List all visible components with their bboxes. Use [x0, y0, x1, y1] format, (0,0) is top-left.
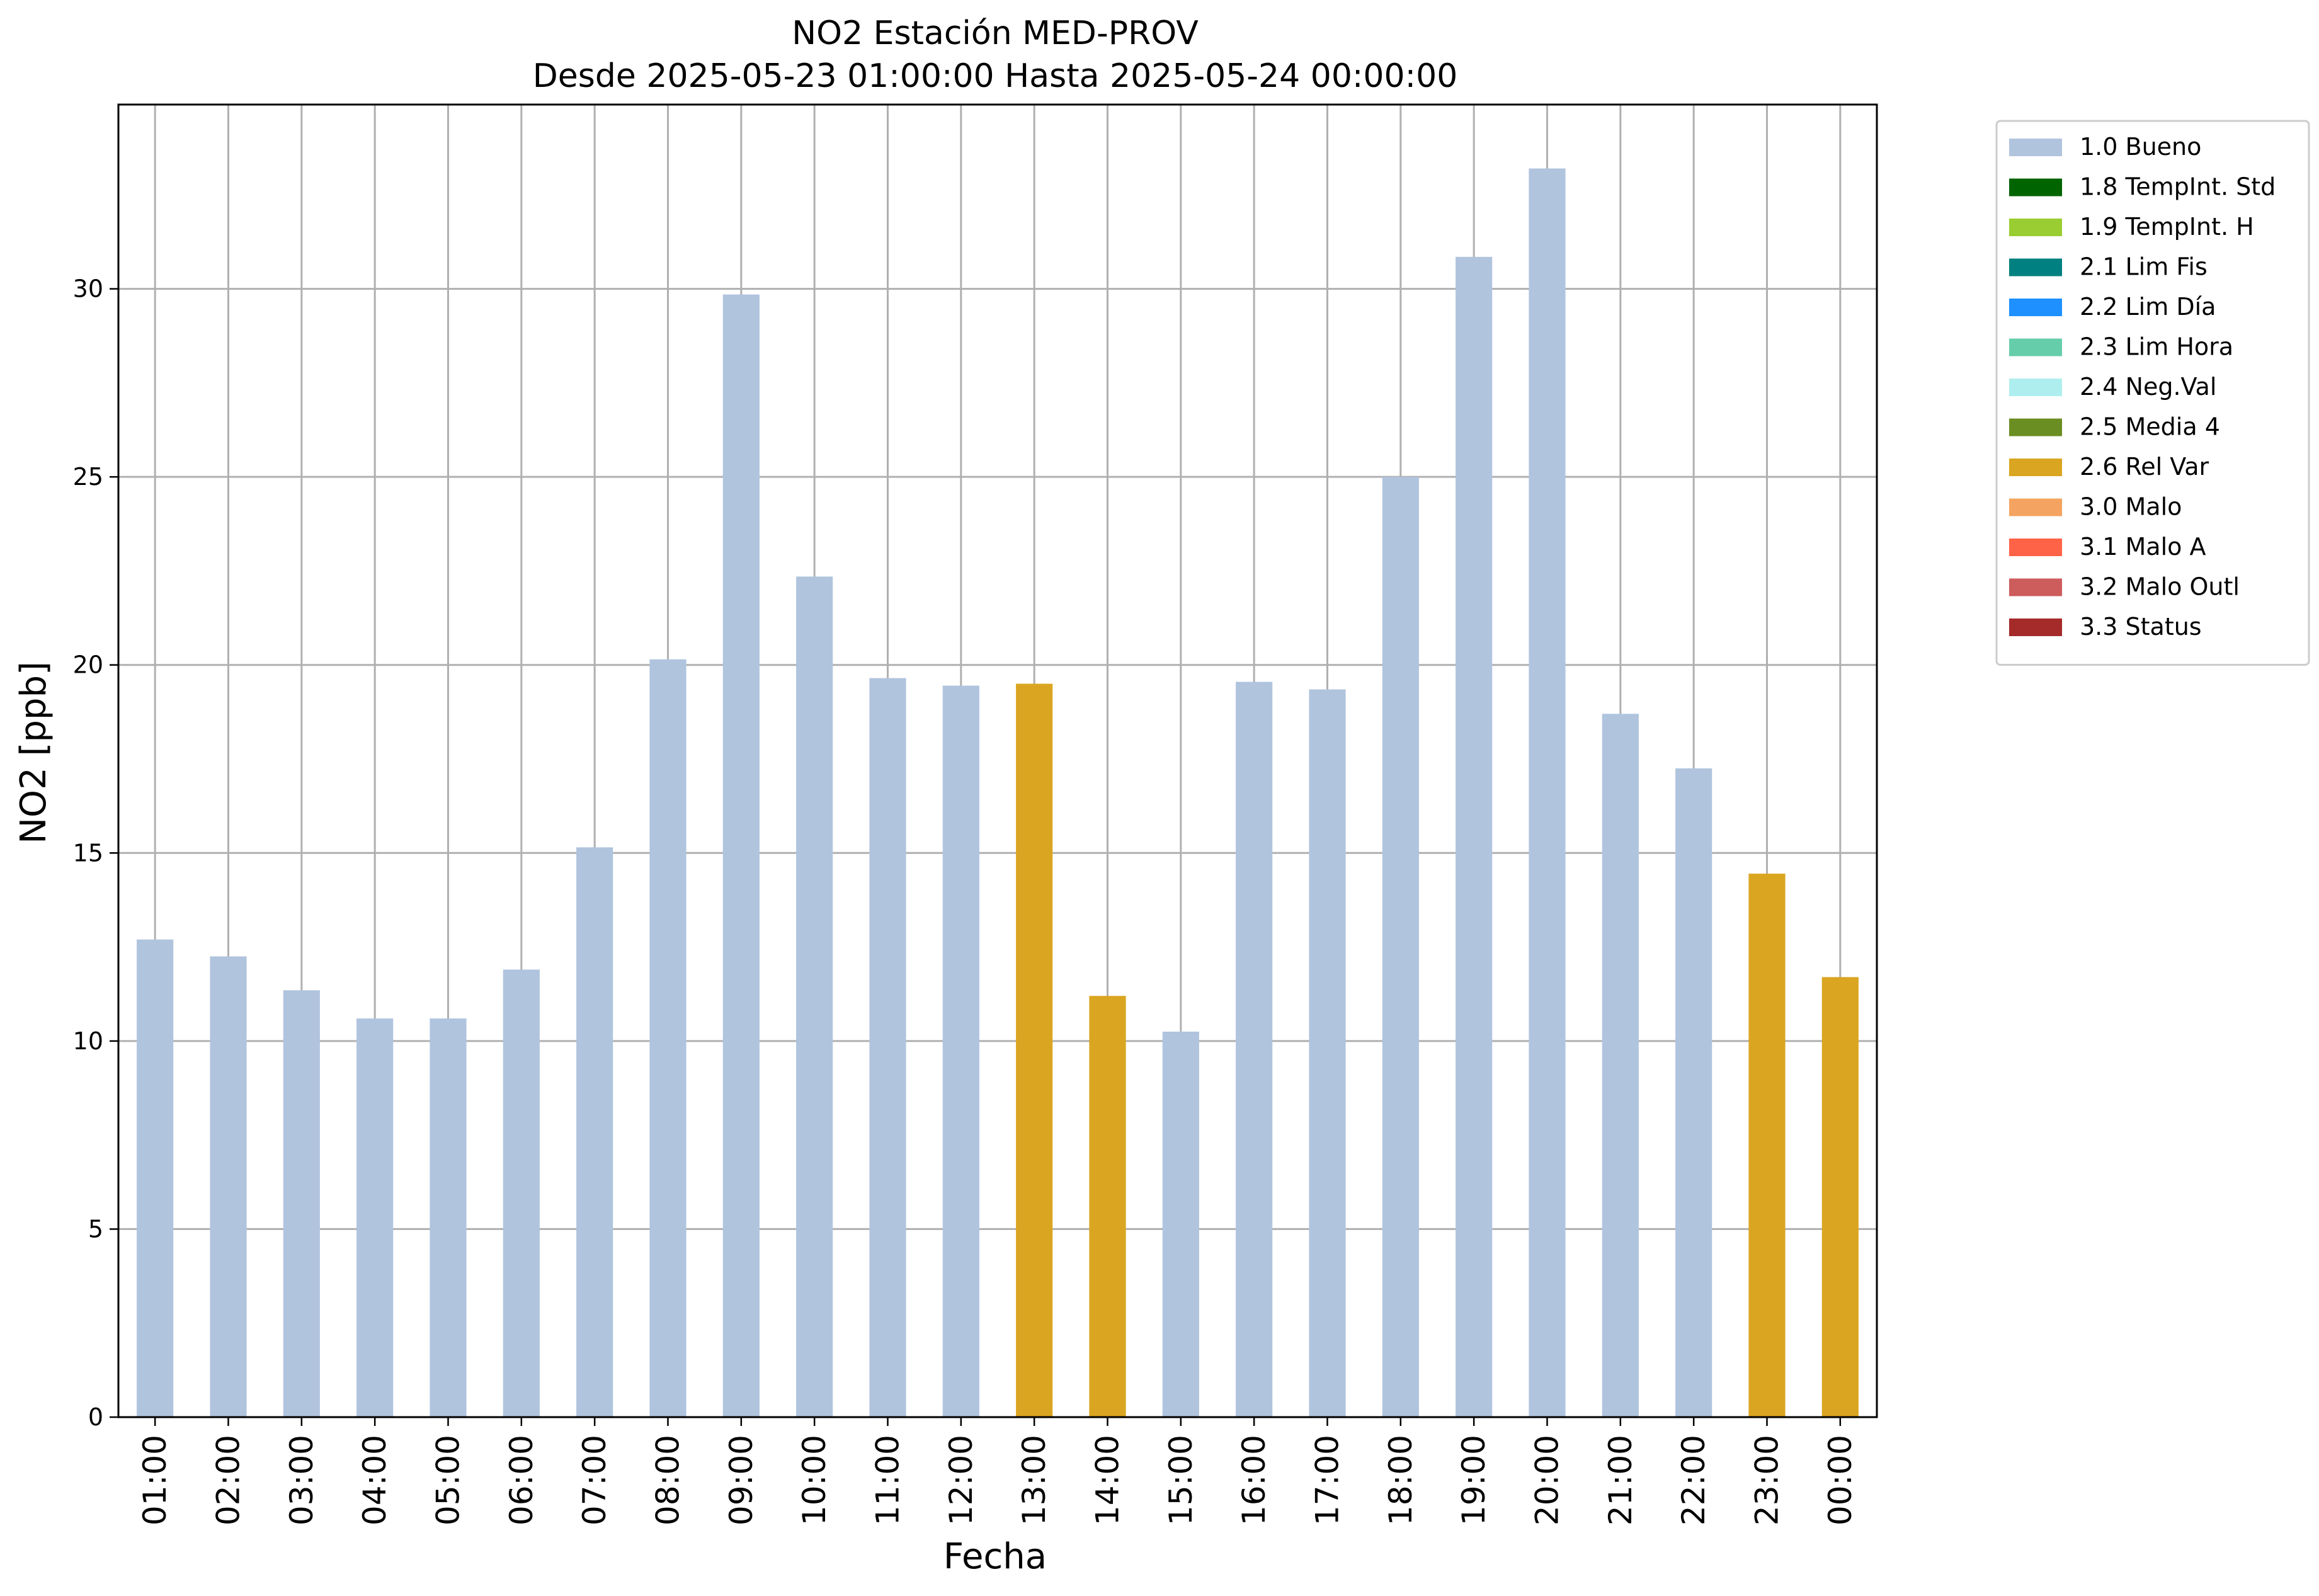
- x-axis-label: Fecha: [943, 1536, 1047, 1577]
- legend-entry: 1.8 TempInt. Std: [2080, 173, 2276, 201]
- bar-0900: [722, 294, 760, 1418]
- bar-1600: [1236, 681, 1273, 1417]
- legend-entry: 1.9 TempInt. H: [2080, 213, 2254, 241]
- legend-swatch: [2009, 379, 2062, 396]
- x-tick-label: 02:00: [210, 1435, 247, 1525]
- legend-entry: 3.3 Status: [2080, 613, 2202, 641]
- x-axis: 01:00 02:00 03:00 04:00 05:00 06:00 07:00 08:00…: [137, 1417, 1859, 1525]
- x-tick-label: 23:00: [1749, 1435, 1786, 1525]
- legend-swatch: [2009, 418, 2062, 436]
- x-tick-label: 21:00: [1602, 1435, 1639, 1525]
- bar-0500: [430, 1018, 467, 1417]
- x-tick-label: 08:00: [650, 1435, 687, 1525]
- chart-subtitle: Desde 2025-05-23 01:00:00 Hasta 2025-05-…: [533, 57, 1458, 95]
- legend-entry: 2.2 Lim Día: [2080, 293, 2216, 321]
- y-axis: 0 5 10 15 20 25 30: [73, 275, 118, 1431]
- x-tick-label: 09:00: [723, 1435, 760, 1525]
- y-axis-label: NO2 [ppb]: [13, 661, 54, 844]
- legend-entry: 2.5 Media 4: [2080, 413, 2220, 441]
- legend-entry: 2.4 Neg.Val: [2080, 373, 2216, 401]
- x-tick-label: 19:00: [1456, 1435, 1492, 1525]
- legend-entry: 3.0 Malo: [2080, 493, 2182, 521]
- y-tick-label: 5: [88, 1215, 103, 1243]
- bar-1400: [1089, 996, 1126, 1417]
- x-tick-label: 22:00: [1675, 1435, 1712, 1525]
- legend-entry: 2.3 Lim Hora: [2080, 333, 2233, 361]
- y-tick-label: 25: [73, 463, 103, 491]
- bar-2200: [1675, 768, 1712, 1417]
- bar-0600: [503, 969, 540, 1417]
- legend-swatch: [2009, 498, 2062, 516]
- x-tick-label: 18:00: [1382, 1435, 1419, 1525]
- bar-0200: [210, 956, 247, 1417]
- legend-swatch: [2009, 338, 2062, 356]
- x-tick-label: 14:00: [1090, 1435, 1126, 1525]
- x-tick-label: 12:00: [943, 1435, 979, 1525]
- legend-entry: 2.1 Lim Fis: [2080, 253, 2208, 281]
- bar-1500: [1162, 1031, 1199, 1417]
- legend-swatch: [2009, 139, 2062, 156]
- x-tick-label: 10:00: [796, 1435, 833, 1525]
- y-tick-label: 10: [73, 1027, 103, 1055]
- plot-frame: [117, 103, 1878, 1418]
- bar-1800: [1382, 477, 1419, 1417]
- bar-2100: [1602, 714, 1639, 1417]
- x-tick-label: 06:00: [503, 1435, 540, 1525]
- x-tick-label: 16:00: [1236, 1435, 1272, 1525]
- bar-0700: [576, 847, 613, 1417]
- bar-0800: [649, 659, 687, 1417]
- bar-1700: [1309, 689, 1346, 1417]
- y-tick-label: 0: [88, 1403, 103, 1431]
- legend-entry: 3.2 Malo Outl: [2080, 573, 2240, 601]
- bar-0000: [1821, 977, 1859, 1417]
- y-tick-label: 30: [73, 275, 103, 303]
- legend-entry: 2.6 Rel Var: [2080, 453, 2209, 481]
- x-tick-label: 04:00: [356, 1435, 393, 1525]
- x-tick-label: 13:00: [1016, 1435, 1052, 1525]
- bar-2300: [1748, 874, 1786, 1417]
- legend: 1.0 Bueno 1.8 TempInt. Std 1.9 TempInt. H 2…: [1995, 120, 2310, 666]
- x-tick-label: 11:00: [870, 1435, 906, 1525]
- bar-1100: [869, 678, 906, 1417]
- x-tick-label: 03:00: [283, 1435, 320, 1525]
- bar-1200: [942, 685, 979, 1417]
- x-tick-label: 01:00: [137, 1435, 173, 1525]
- bar-1300: [1016, 683, 1053, 1417]
- y-tick-label: 20: [73, 651, 103, 679]
- x-tick-label: 07:00: [576, 1435, 613, 1525]
- y-tick-label: 15: [73, 839, 103, 867]
- legend-swatch: [2009, 618, 2062, 636]
- legend-swatch: [2009, 459, 2062, 476]
- legend-swatch: [2009, 258, 2062, 276]
- bar-2000: [1529, 168, 1566, 1417]
- legend-entry: 1.0 Bueno: [2080, 133, 2201, 161]
- legend-swatch: [2009, 539, 2062, 556]
- x-tick-label: 00:00: [1822, 1435, 1859, 1525]
- bar-0400: [356, 1018, 394, 1417]
- x-tick-label: 15:00: [1163, 1435, 1199, 1525]
- legend-swatch: [2009, 178, 2062, 197]
- chart-title: NO2 Estación MED-PROV: [792, 14, 1199, 52]
- bars: [137, 168, 1859, 1418]
- legend-swatch: [2009, 578, 2062, 596]
- bar-1000: [796, 576, 833, 1417]
- x-tick-label: 20:00: [1529, 1435, 1566, 1525]
- x-tick-label: 05:00: [430, 1435, 467, 1525]
- bar-1900: [1456, 256, 1493, 1417]
- legend-swatch: [2009, 219, 2062, 236]
- legend-frame: [1995, 120, 2310, 666]
- legend-swatch: [2009, 299, 2062, 316]
- legend-entry: 3.1 Malo A: [2080, 533, 2206, 561]
- x-tick-label: 17:00: [1309, 1435, 1346, 1525]
- bar-0100: [137, 939, 174, 1417]
- bar-0300: [283, 990, 320, 1417]
